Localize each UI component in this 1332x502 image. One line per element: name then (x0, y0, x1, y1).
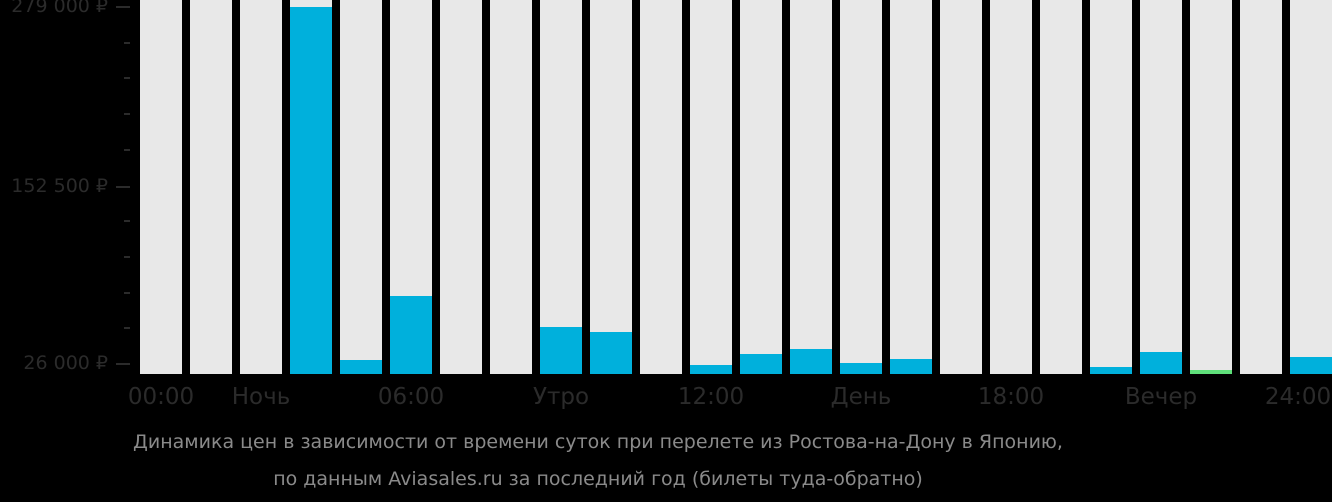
bar-hour-4[interactable] (340, 0, 382, 374)
price-bar-fill (690, 365, 732, 374)
bar-hour-7[interactable] (490, 0, 532, 374)
y-axis-major-tick (116, 6, 130, 8)
bar-hour-5[interactable] (390, 0, 432, 374)
x-axis-label: День (830, 384, 892, 410)
y-axis-major-tick (116, 186, 130, 188)
y-axis-label: 26 000 ₽ (23, 352, 108, 374)
price-bar-fill (1290, 357, 1332, 374)
caption-line-2: по данным Aviasales.ru за последний год … (273, 468, 923, 490)
price-bar-fill (790, 349, 832, 374)
x-axis-label: 24:00 (1264, 384, 1332, 410)
price-bar-fill (890, 359, 932, 374)
bar-hour-1[interactable] (190, 0, 232, 374)
bar-hour-21[interactable] (1190, 0, 1232, 374)
x-axis-label: 00:00 (127, 384, 195, 410)
price-bar-fill (1090, 367, 1132, 374)
price-bar-fill (340, 360, 382, 374)
price-bar-fill (390, 296, 432, 374)
price-bar-fill (540, 327, 582, 374)
y-axis-minor-tick (124, 113, 130, 115)
y-axis-minor-tick (124, 149, 130, 151)
bar-hour-18[interactable] (1040, 0, 1082, 374)
bar-hour-17[interactable] (990, 0, 1032, 374)
y-axis-major-tick (116, 363, 130, 365)
y-axis-label: 152 500 ₽ (11, 175, 108, 197)
bar-hour-19[interactable] (1090, 0, 1132, 374)
price-bar-fill (740, 354, 782, 374)
x-axis-label: 12:00 (677, 384, 745, 410)
bar-hour-2[interactable] (240, 0, 282, 374)
y-axis-minor-tick (124, 327, 130, 329)
x-axis-label: 06:00 (377, 384, 445, 410)
bar-hour-22[interactable] (1240, 0, 1282, 374)
x-axis-label: 18:00 (977, 384, 1045, 410)
x-axis-label: Утро (532, 384, 590, 410)
bar-hour-13[interactable] (790, 0, 832, 374)
y-axis-minor-tick (124, 42, 130, 44)
y-axis-minor-tick (124, 77, 130, 79)
caption-line-1: Динамика цен в зависимости от времени су… (133, 431, 1063, 453)
y-axis-label: 279 000 ₽ (11, 0, 108, 17)
cheapest-price-bar-fill (1190, 370, 1232, 374)
y-axis-minor-tick (124, 292, 130, 294)
x-axis-label: Ночь (231, 384, 291, 410)
bar-hour-16[interactable] (940, 0, 982, 374)
x-axis-label: Вечер (1124, 384, 1198, 410)
bar-hour-14[interactable] (840, 0, 882, 374)
price-bar-fill (290, 7, 332, 374)
bar-hour-12[interactable] (740, 0, 782, 374)
price-bar-fill (1140, 352, 1182, 374)
bar-hour-10[interactable] (640, 0, 682, 374)
bar-hour-3[interactable] (290, 0, 332, 374)
price-bar-fill (590, 332, 632, 374)
bar-hour-0[interactable] (140, 0, 182, 374)
bar-hour-11[interactable] (690, 0, 732, 374)
bar-hour-8[interactable] (540, 0, 582, 374)
y-axis-minor-tick (124, 256, 130, 258)
bar-hour-9[interactable] (590, 0, 632, 374)
price-bar-fill (840, 363, 882, 374)
y-axis-minor-tick (124, 220, 130, 222)
bar-hour-6[interactable] (440, 0, 482, 374)
bar-hour-15[interactable] (890, 0, 932, 374)
bar-hour-23[interactable] (1290, 0, 1332, 374)
bar-hour-20[interactable] (1140, 0, 1182, 374)
